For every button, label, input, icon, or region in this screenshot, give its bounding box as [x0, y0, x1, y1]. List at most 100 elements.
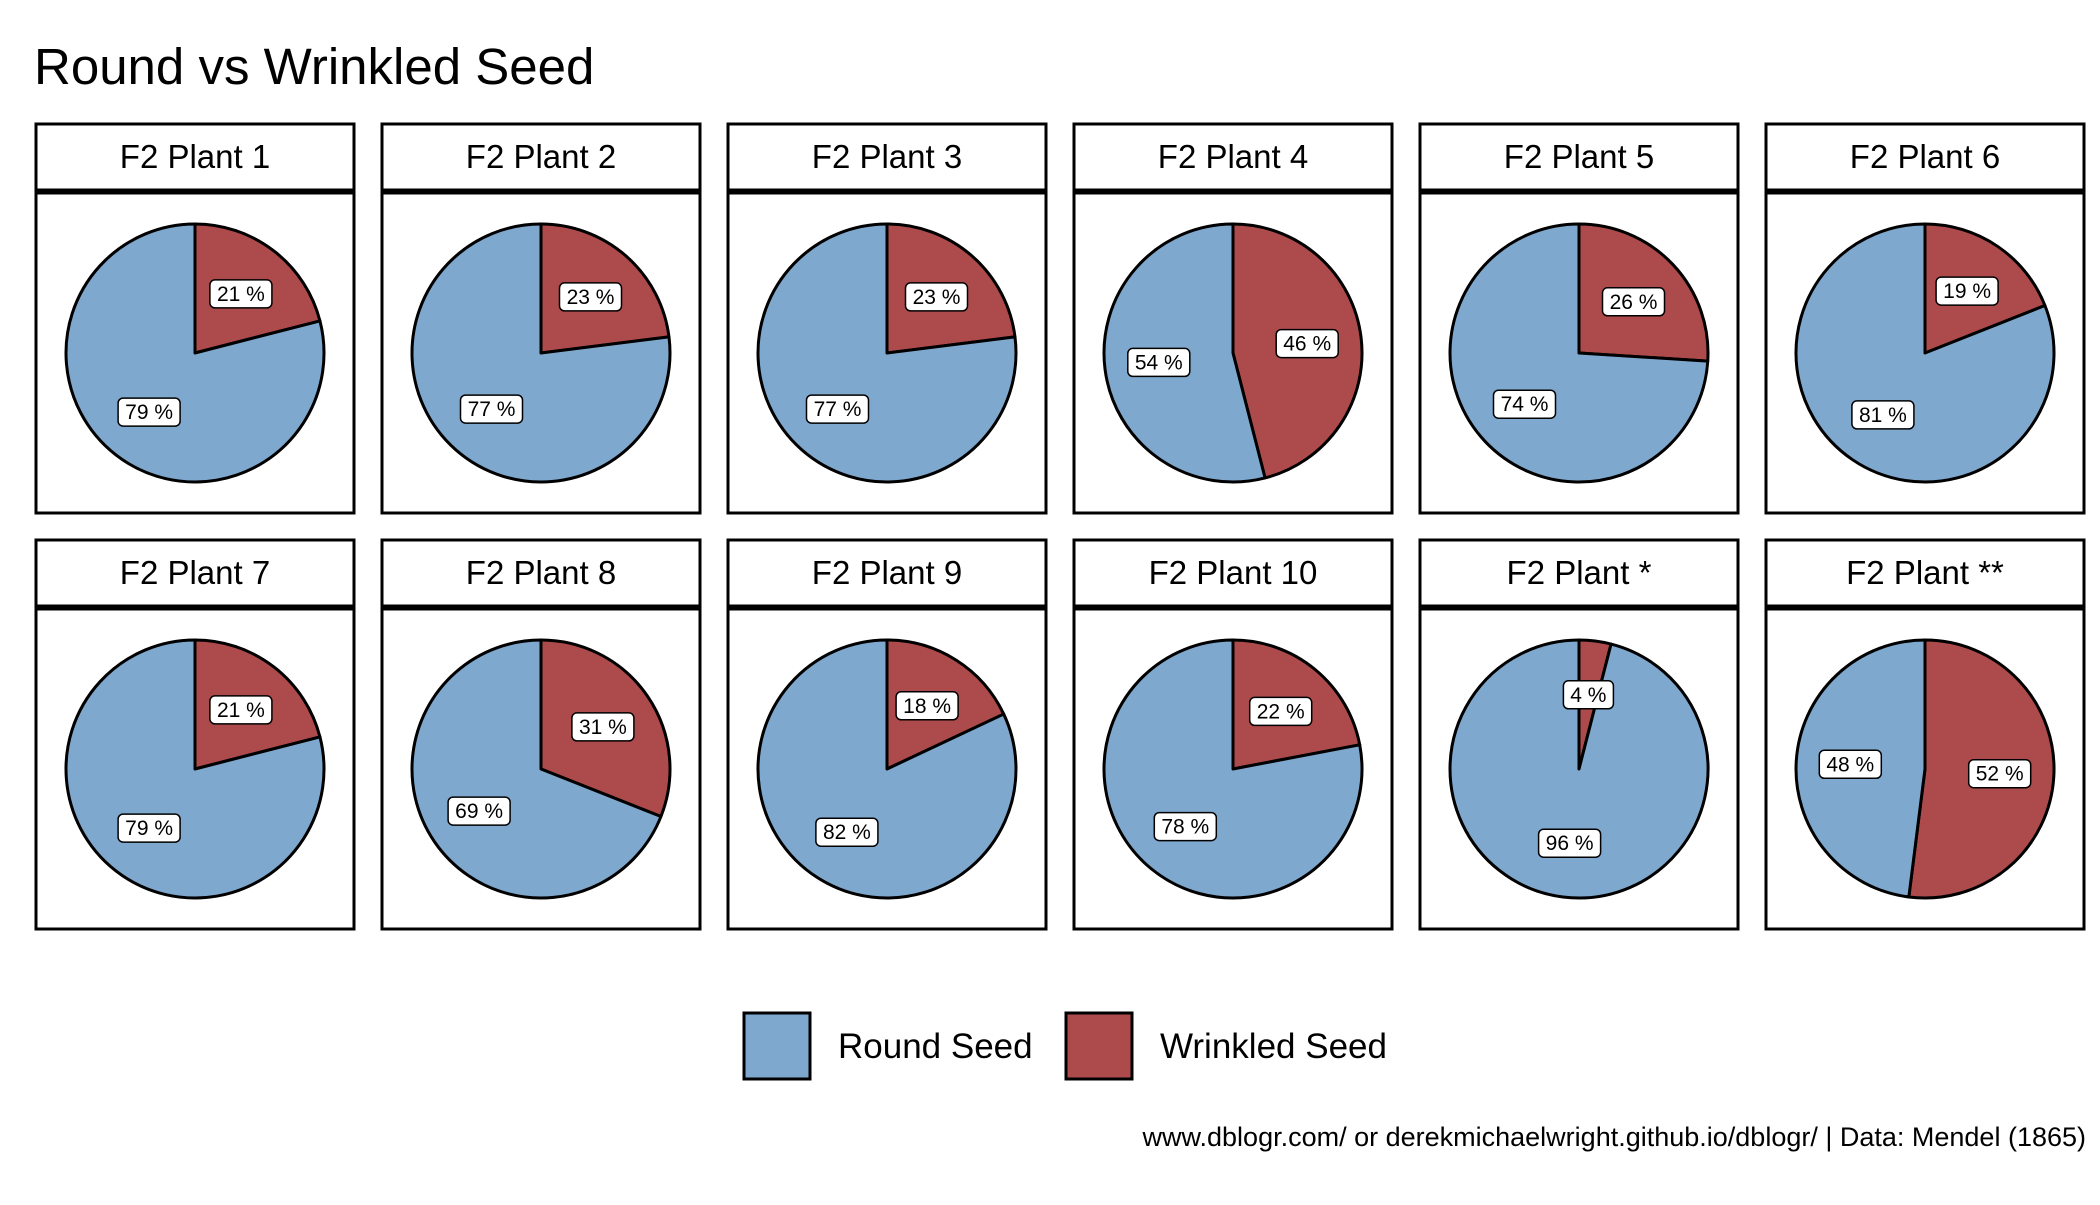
- panel-title: F2 Plant 8: [466, 554, 616, 591]
- data-label-text: 21 %: [217, 699, 265, 722]
- data-label-text: 96 %: [1546, 832, 1594, 855]
- data-label-text: 22 %: [1257, 700, 1305, 723]
- data-label-round: 78 %: [1153, 811, 1218, 842]
- panel-title: F2 Plant 6: [1850, 138, 2000, 175]
- data-label-wrinkled: 52 %: [1967, 758, 2032, 789]
- data-label-wrinkled: 46 %: [1275, 328, 1339, 359]
- panel-title: F2 Plant 1: [120, 138, 270, 175]
- panel-8: F2 Plant 8 31 % 69 %: [380, 538, 702, 931]
- data-label-box: [1275, 328, 1339, 359]
- legend-label-wrinkled: Wrinkled Seed: [1160, 1027, 1387, 1066]
- panel-title: F2 Plant 7: [120, 554, 270, 591]
- data-label-text: 79 %: [125, 817, 173, 840]
- slice-round: [1448, 638, 1710, 900]
- data-label-box: [1153, 811, 1218, 842]
- chart-title: Round vs Wrinkled Seed: [34, 38, 594, 95]
- data-label-text: 77 %: [468, 398, 516, 421]
- data-label-round: 69 %: [447, 796, 511, 826]
- panel-title: F2 Plant 4: [1158, 138, 1308, 175]
- panel-6: F2 Plant 6 19 % 81 %: [1764, 122, 2086, 515]
- data-label-box: [1127, 347, 1191, 378]
- data-label-text: 77 %: [814, 398, 862, 421]
- data-label-round: 96 %: [1537, 828, 1602, 858]
- data-label-round: 79 %: [117, 397, 181, 427]
- data-label-text: 78 %: [1161, 816, 1209, 839]
- data-label-box: [895, 691, 959, 721]
- data-label-text: 74 %: [1501, 393, 1549, 416]
- data-label-wrinkled: 26 %: [1601, 287, 1666, 317]
- data-label-box: [1562, 680, 1615, 710]
- data-label-box: [1537, 828, 1602, 858]
- data-label-text: 26 %: [1610, 291, 1658, 314]
- data-label-text: 82 %: [823, 821, 871, 844]
- panel-header-box: [380, 122, 702, 192]
- data-label-box: [571, 712, 635, 742]
- data-label-box: [117, 813, 181, 843]
- data-label-wrinkled: 18 %: [895, 691, 959, 721]
- data-label-box: [1601, 287, 1666, 317]
- data-label-wrinkled: 19 %: [1935, 276, 1999, 306]
- legend-label-round: Round Seed: [838, 1027, 1033, 1066]
- panel-9: F2 Plant 9 18 % 82 %: [726, 538, 1048, 931]
- data-label-text: 4 %: [1570, 684, 1606, 707]
- panel-header-box: [380, 538, 702, 608]
- data-label-box: [558, 282, 623, 312]
- panel-10: F2 Plant 10 22 % 78 %: [1072, 538, 1394, 931]
- data-label-round: 79 %: [117, 813, 181, 843]
- panel-header-box: [1418, 538, 1740, 608]
- data-label-wrinkled: 21 %: [209, 279, 273, 309]
- data-label-box: [1818, 749, 1883, 780]
- data-label-box: [1967, 758, 2032, 789]
- legend-swatch-round: [742, 1011, 812, 1081]
- chart-caption: www.dblogr.com/ or derekmichaelwright.gi…: [1142, 1122, 2086, 1152]
- panel-7: F2 Plant 7 21 % 79 %: [34, 538, 356, 931]
- legend: Round Seed Wrinkled Seed: [742, 1011, 1387, 1081]
- data-label-text: 81 %: [1859, 404, 1907, 427]
- legend-item-round: Round Seed: [742, 1011, 1033, 1081]
- panel-header-box: [34, 538, 356, 608]
- panel-1: F2 Plant 1 21 % 79 %: [34, 122, 356, 515]
- data-label-text: 48 %: [1826, 753, 1874, 776]
- data-label-wrinkled: 31 %: [571, 712, 635, 742]
- legend-item-wrinkled: Wrinkled Seed: [1064, 1011, 1387, 1081]
- data-label-text: 21 %: [217, 283, 265, 306]
- data-label-box: [1492, 389, 1557, 419]
- data-label-text: 23 %: [913, 286, 961, 309]
- panel-2: F2 Plant 2 23 % 77 %: [380, 122, 702, 515]
- data-label-box: [805, 394, 870, 424]
- data-label-wrinkled: 22 %: [1248, 696, 1313, 727]
- legend-swatch-wrinkled: [1064, 1011, 1134, 1081]
- data-label-box: [209, 695, 273, 725]
- panel-title: F2 Plant 2: [466, 138, 616, 175]
- panel-header-box: [726, 122, 1048, 192]
- panel-header-box: [34, 122, 356, 192]
- panel-title: F2 Plant 5: [1504, 138, 1654, 175]
- data-label-text: 31 %: [579, 716, 627, 739]
- data-label-box: [1935, 276, 1999, 306]
- data-label-box: [459, 394, 524, 424]
- data-label-round: 77 %: [805, 394, 870, 424]
- data-label-text: 23 %: [567, 286, 615, 309]
- panel-title: F2 Plant 10: [1149, 554, 1318, 591]
- panel-title: F2 Plant **: [1846, 554, 2004, 591]
- data-label-text: 18 %: [903, 695, 951, 718]
- data-label-box: [447, 796, 511, 826]
- data-label-round: 54 %: [1127, 347, 1191, 378]
- data-label-wrinkled: 23 %: [904, 282, 969, 312]
- data-label-text: 19 %: [1943, 280, 1991, 303]
- data-label-text: 69 %: [455, 800, 503, 823]
- data-label-round: 81 %: [1851, 400, 1915, 430]
- data-label-wrinkled: 4 %: [1562, 680, 1615, 710]
- panel-3: F2 Plant 3 23 % 77 %: [726, 122, 1048, 515]
- panel-header-box: [1418, 122, 1740, 192]
- panels-layer: F2 Plant 121 %79 %F2 Plant 223 %77 %F2 P…: [34, 122, 2086, 931]
- panel-title: F2 Plant *: [1507, 554, 1652, 591]
- data-label-text: 79 %: [125, 401, 173, 424]
- panel-title: F2 Plant 3: [812, 138, 962, 175]
- panel-header-box: [1764, 122, 2086, 192]
- data-label-wrinkled: 21 %: [209, 695, 273, 725]
- panel-header-box: [1072, 538, 1394, 608]
- data-label-box: [1248, 696, 1313, 727]
